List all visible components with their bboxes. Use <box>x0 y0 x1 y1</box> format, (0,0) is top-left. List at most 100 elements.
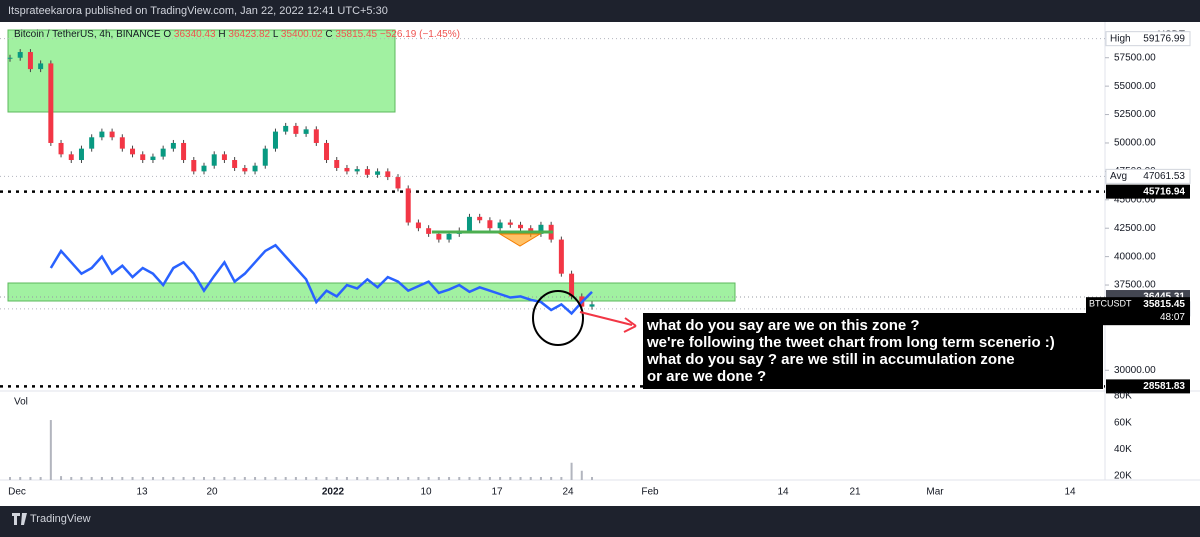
volume-bar <box>488 477 491 480</box>
candle <box>344 167 350 172</box>
x-tick-label: Mar <box>926 487 944 498</box>
volume-bar <box>356 477 359 480</box>
level-tag <box>1106 184 1190 199</box>
volume-bar <box>509 477 512 480</box>
y-tick-label: 45000.00 <box>1114 194 1156 205</box>
volume-bar <box>213 477 216 480</box>
volume-bar <box>315 477 318 480</box>
volume-bar <box>131 477 134 480</box>
volume-bar <box>70 477 73 480</box>
volume-bar <box>172 477 175 480</box>
arrow-head <box>623 317 637 333</box>
candle <box>140 154 146 161</box>
candle <box>558 239 564 274</box>
candle <box>58 142 64 155</box>
x-tick-label: 10 <box>420 487 432 498</box>
volume-bar <box>111 477 114 480</box>
volume-bar <box>80 477 83 480</box>
arrow <box>579 311 633 326</box>
annotation-line: we're following the tweet chart from lon… <box>646 334 1055 351</box>
candle <box>426 228 432 234</box>
volume-bar <box>151 477 154 480</box>
candle <box>303 129 309 134</box>
candle <box>334 160 340 168</box>
volume-bar <box>274 477 277 480</box>
marker-label: 59176.99 <box>1143 33 1185 44</box>
candle <box>415 222 421 229</box>
level-label: 28581.83 <box>1143 381 1185 392</box>
info-part: 36423.82 <box>228 29 270 40</box>
last-symbol: BTCUSDT <box>1089 299 1132 309</box>
candle <box>538 224 544 234</box>
candle <box>17 52 23 58</box>
volume-bar <box>529 477 532 480</box>
marker-tag <box>1105 31 1191 47</box>
marker-tag <box>1105 168 1191 184</box>
volume-bar <box>448 477 451 480</box>
candle <box>436 233 442 240</box>
x-tick-label: Feb <box>641 487 659 498</box>
candle <box>272 131 278 149</box>
brand: TradingView <box>30 513 91 525</box>
candle <box>252 165 258 172</box>
candle <box>7 57 13 59</box>
volume-bar <box>100 477 103 480</box>
candle <box>211 154 217 166</box>
volume-bar <box>121 477 124 480</box>
publisher: Itsprateekarora published on TradingView… <box>8 5 388 17</box>
candle <box>181 142 187 161</box>
volume-bar <box>570 462 573 480</box>
level-label: 36445.31 <box>1143 292 1185 303</box>
volume-bar <box>9 477 11 480</box>
last-label: 35815.45 <box>1143 299 1185 310</box>
candle <box>466 216 472 231</box>
candle <box>27 52 33 70</box>
volume-bar <box>345 477 348 480</box>
candle <box>78 148 84 161</box>
candle <box>89 137 95 149</box>
x-tick-label: 20 <box>206 487 218 498</box>
x-tick-label: 14 <box>1064 487 1076 498</box>
candle <box>170 142 176 149</box>
candle <box>477 216 483 221</box>
volume-bar <box>264 477 267 480</box>
vol-label: Vol <box>14 397 28 408</box>
volume-bar <box>437 477 440 480</box>
marker-name: High <box>1110 33 1131 44</box>
candle <box>150 156 156 161</box>
volume-bar <box>376 477 379 480</box>
annotation-line: or are we done ? <box>647 368 766 385</box>
vol-tick-label: 60K <box>1114 417 1132 428</box>
candle <box>364 169 370 175</box>
x-tick-label: Dec <box>8 487 26 498</box>
volume-bar <box>162 477 165 480</box>
logo <box>12 513 27 525</box>
candle <box>48 63 54 143</box>
candle <box>313 129 319 143</box>
vol-tick-label: 40K <box>1114 444 1132 455</box>
circle-mark <box>532 290 584 346</box>
candle <box>221 154 227 161</box>
symbol-info: Bitcoin / TetherUS, 4h, BINANCE O 36340.… <box>14 29 460 40</box>
candle <box>38 63 44 70</box>
annotation-line: what do you say are we on this zone ? <box>646 317 920 334</box>
x-tick-label: 24 <box>562 487 574 498</box>
candle <box>405 188 411 223</box>
volume-bar <box>182 477 185 480</box>
top-bar <box>0 0 1200 22</box>
volume-bar <box>539 477 542 480</box>
candle <box>242 167 248 172</box>
x-tick-label: 13 <box>136 487 148 498</box>
volume-bar <box>427 477 430 480</box>
info-part: 35815.45 <box>335 29 377 40</box>
volume-bar <box>223 477 226 480</box>
volume-bar <box>386 477 389 480</box>
x-tick-label: 2022 <box>322 487 345 498</box>
y-tick-label: 40000.00 <box>1114 251 1156 262</box>
volume-bar <box>90 477 93 480</box>
candle <box>589 304 595 307</box>
volume-bar <box>305 477 308 480</box>
volume-bar <box>458 477 461 480</box>
level-tag <box>1106 379 1190 394</box>
